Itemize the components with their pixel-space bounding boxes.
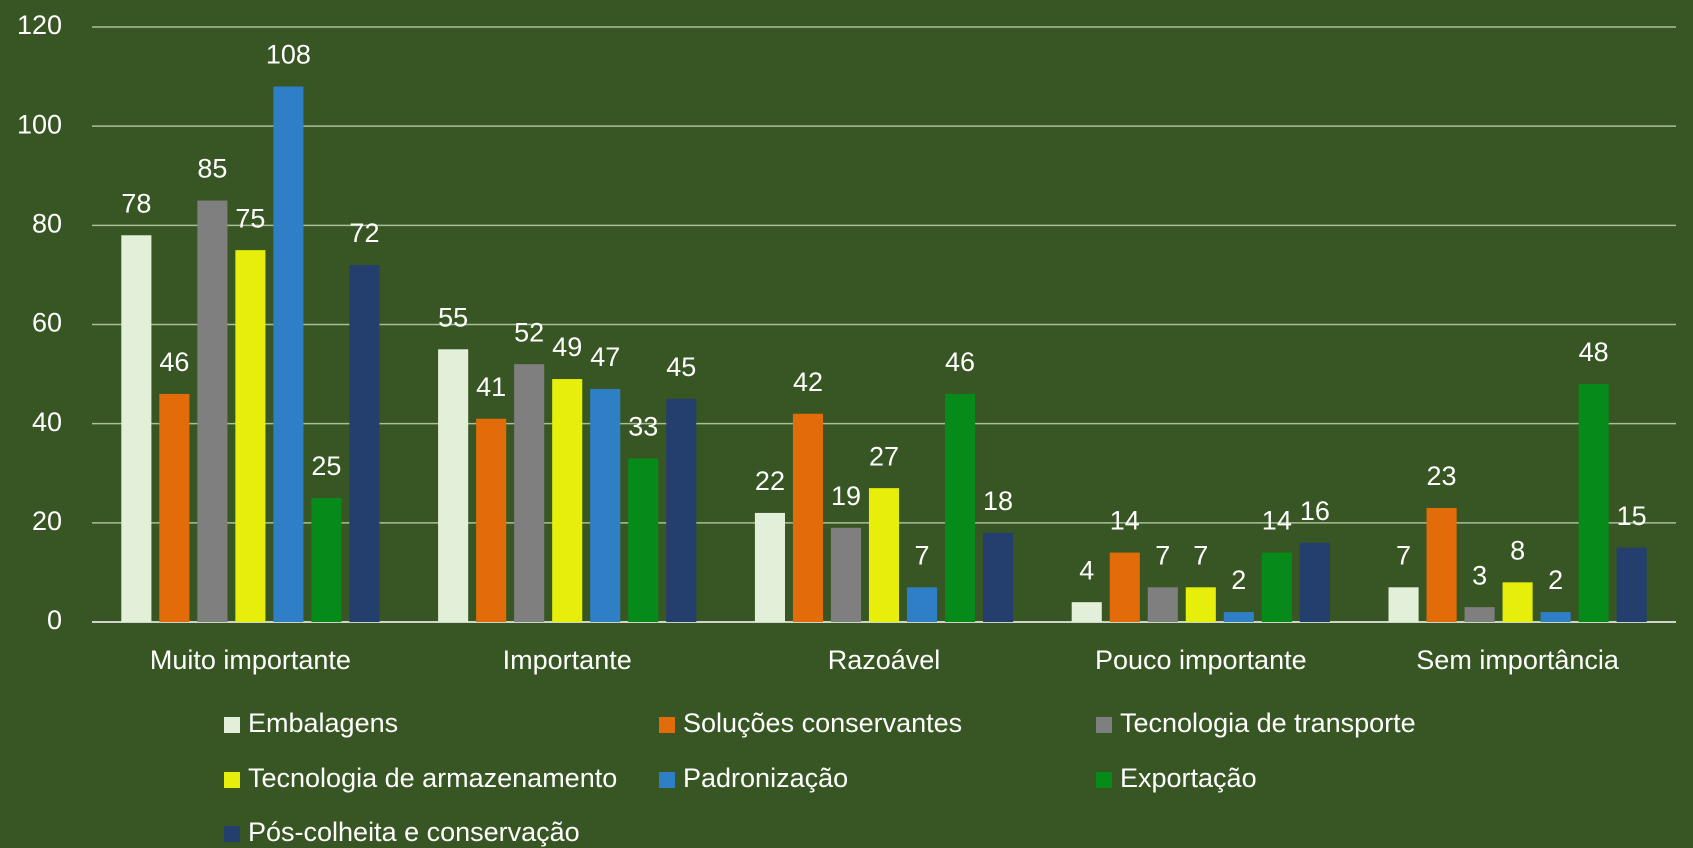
value-label: 14	[1110, 506, 1140, 536]
legend-swatch	[224, 772, 240, 788]
value-label: 7	[1193, 540, 1208, 570]
value-label: 15	[1617, 501, 1647, 531]
value-label: 14	[1262, 506, 1292, 536]
x-tick-label: Sem importância	[1416, 645, 1620, 675]
legend-swatch	[659, 772, 675, 788]
value-label: 8	[1510, 535, 1525, 565]
legend-swatch	[224, 826, 240, 842]
y-tick-label: 40	[32, 407, 62, 437]
bar	[590, 388, 621, 622]
bar	[1426, 507, 1457, 622]
value-label: 27	[869, 441, 899, 471]
bar	[983, 532, 1014, 622]
legend-swatch	[1096, 717, 1112, 733]
value-label: 7	[1155, 540, 1170, 570]
y-tick-label: 0	[47, 605, 62, 635]
value-label: 49	[552, 332, 582, 362]
bar	[235, 250, 266, 622]
value-label: 16	[1300, 496, 1330, 526]
bar	[628, 458, 659, 622]
x-tick-label: Razoável	[828, 645, 941, 675]
bar	[1464, 607, 1495, 622]
value-label: 46	[159, 347, 189, 377]
legend-label: Tecnologia de transporte	[1120, 708, 1416, 738]
bar	[438, 349, 469, 622]
bar	[1540, 612, 1571, 622]
bar	[514, 364, 545, 622]
value-label: 7	[1396, 540, 1411, 570]
bar	[1616, 547, 1647, 622]
value-label: 55	[438, 302, 468, 332]
bar	[1502, 582, 1533, 622]
value-label: 46	[945, 347, 975, 377]
bar	[1388, 587, 1419, 622]
value-label: 72	[349, 218, 379, 248]
value-label: 2	[1548, 565, 1563, 595]
bar	[476, 418, 507, 622]
legend-swatch	[224, 717, 240, 733]
value-label: 25	[311, 451, 341, 481]
y-tick-label: 120	[17, 10, 62, 40]
legend-label: Soluções conservantes	[683, 708, 962, 738]
value-label: 23	[1427, 461, 1457, 491]
value-label: 33	[628, 412, 658, 442]
x-tick-label: Importante	[503, 645, 632, 675]
bar	[1109, 552, 1140, 622]
bar	[349, 265, 380, 622]
bar	[792, 413, 824, 622]
legend-swatch	[659, 717, 675, 733]
bar	[1223, 612, 1254, 622]
bar	[197, 200, 228, 622]
bar	[1071, 602, 1102, 622]
legend-label: Exportação	[1120, 763, 1257, 793]
bar	[159, 393, 190, 622]
legend-label: Pós-colheita e conservação	[248, 817, 580, 847]
legend-label: Tecnologia de armazenamento	[248, 763, 617, 793]
value-label: 45	[666, 352, 696, 382]
bar	[311, 498, 342, 622]
value-label: 42	[793, 367, 823, 397]
value-label: 7	[915, 540, 930, 570]
bar	[944, 393, 976, 622]
bar	[666, 398, 697, 622]
x-tick-label: Muito importante	[150, 645, 351, 675]
bar	[121, 235, 152, 622]
bar	[552, 379, 583, 622]
value-label: 75	[235, 203, 265, 233]
legend-label: Padronização	[683, 763, 848, 793]
bar	[1578, 384, 1609, 622]
bar	[868, 488, 900, 622]
value-label: 48	[1579, 337, 1609, 367]
value-label: 108	[266, 40, 311, 70]
bar	[906, 587, 938, 622]
y-tick-label: 100	[17, 109, 62, 139]
y-tick-label: 60	[32, 308, 62, 338]
value-label: 3	[1472, 560, 1487, 590]
legend-label: Embalagens	[248, 708, 398, 738]
bar	[830, 527, 862, 622]
value-label: 19	[831, 481, 861, 511]
bar	[754, 512, 785, 622]
value-label: 2	[1231, 565, 1246, 595]
value-label: 85	[197, 154, 227, 184]
value-label: 47	[590, 342, 620, 372]
bar	[1185, 587, 1216, 622]
value-label: 18	[983, 486, 1013, 516]
value-label: 52	[514, 317, 544, 347]
bar	[1299, 542, 1330, 622]
value-label: 41	[476, 372, 506, 402]
bar	[273, 86, 304, 622]
bar	[1261, 552, 1292, 622]
legend-swatch	[1096, 772, 1112, 788]
value-label: 4	[1079, 555, 1094, 585]
y-tick-label: 20	[32, 506, 62, 536]
bar	[1147, 587, 1178, 622]
value-label: 78	[121, 188, 151, 218]
y-tick-label: 80	[32, 208, 62, 238]
x-tick-label: Pouco importante	[1095, 645, 1307, 675]
value-label: 22	[755, 466, 785, 496]
